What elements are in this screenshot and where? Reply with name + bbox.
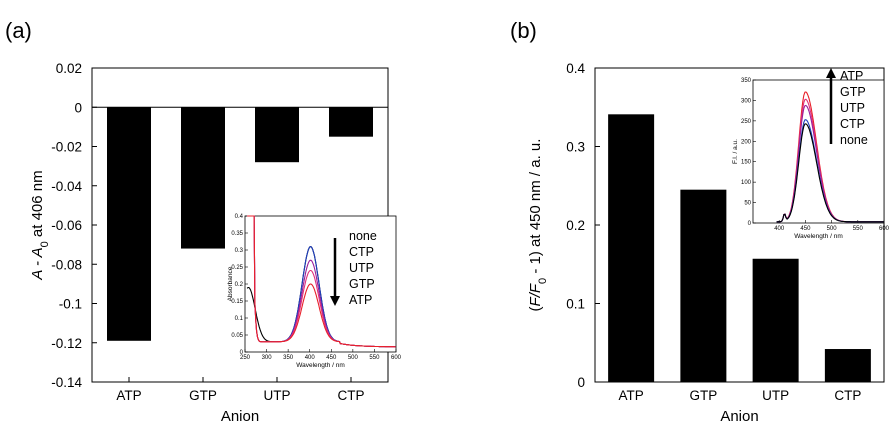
panel-a-axes: 0.02 0 -0.02 -0.04 -0.06 -0.08 -0.1 -0.12 -0.14 A… xyxy=(29,61,389,425)
inset-y-tick-label: 0.35 xyxy=(231,231,243,237)
y-axis-title: (F/F0 - 1) at 450 nm / a. u. xyxy=(527,139,549,312)
inset-x-tick-label: 400 xyxy=(305,355,316,361)
y-tick-label: -0.14 xyxy=(51,375,82,390)
inset-x-tick-label: 300 xyxy=(262,355,273,361)
y-tick-label: 0.3 xyxy=(566,140,585,155)
bar xyxy=(752,258,799,382)
inset-legend-label: none xyxy=(840,133,868,147)
inset-spectrum-line xyxy=(776,123,884,223)
y-tick-label: -0.1 xyxy=(59,297,82,312)
inset-y-tick-label: 0 xyxy=(748,221,752,227)
y-tick-label: -0.04 xyxy=(51,179,82,194)
bar xyxy=(181,107,225,249)
inset-y-tick-label: 150 xyxy=(741,160,752,166)
inset-frame xyxy=(244,215,397,353)
y-axis-title: A - A0 at 406 nm xyxy=(29,170,51,280)
x-tick-label: CTP xyxy=(834,388,861,403)
panel-a-bars xyxy=(107,107,373,341)
inset-x-axis-title: Wavelength / nm xyxy=(794,233,843,240)
panel-b-bars xyxy=(608,114,871,382)
x-tick-label: CTP xyxy=(338,388,365,403)
bar xyxy=(824,349,871,382)
x-tick-label: UTP xyxy=(264,388,291,403)
inset-y-axis-title: F.I. / a.u. xyxy=(732,139,739,164)
inset-x-tick-label: 500 xyxy=(348,355,359,361)
x-tick-label: ATP xyxy=(116,388,141,403)
inset-y-tick-label: 300 xyxy=(741,98,752,104)
inset-y-tick-label: 0.3 xyxy=(235,248,244,254)
inset-legend-label: ATP xyxy=(349,293,372,307)
inset-x-tick-label: 400 xyxy=(774,226,785,232)
panel-a-inset: 250 300 350 400 450 500 550 600 0 0.05 0.1 0.15 0.2 0… xyxy=(227,214,402,369)
inset-x-tick-label: 600 xyxy=(879,226,890,232)
x-tick-label: GTP xyxy=(689,388,717,403)
inset-y-tick-label: 350 xyxy=(741,78,752,84)
inset-y-tick-label: 0.05 xyxy=(231,333,243,339)
inset-y-tick-label: 0.1 xyxy=(235,316,244,322)
panel-b-label: (b) xyxy=(510,18,537,43)
legend-arrow-head xyxy=(826,68,836,78)
inset-legend-label: UTP xyxy=(349,261,374,275)
inset-legend-label: GTP xyxy=(349,277,375,291)
inset-legend-label: none xyxy=(349,229,377,243)
bar xyxy=(107,107,151,341)
inset-spectrum-line xyxy=(247,215,396,348)
bar xyxy=(255,107,299,163)
bar xyxy=(680,189,727,382)
inset-y-tick-label: 250 xyxy=(741,119,752,125)
inset-y-tick-label: 100 xyxy=(741,180,752,186)
panel-b: (b) 0 0.1 0.2 0.3 0.4 ATP GTP UTP CTP Anion (F/F0 … xyxy=(510,18,890,425)
inset-legend-label: CTP xyxy=(840,117,865,131)
bar xyxy=(608,114,655,382)
y-tick-label: -0.08 xyxy=(51,257,82,272)
y-tick-label: -0.06 xyxy=(51,218,82,233)
inset-x-tick-label: 450 xyxy=(800,226,811,232)
inset-legend-label: CTP xyxy=(349,245,374,259)
y-tick-label: 0.4 xyxy=(566,61,585,76)
x-tick-label: ATP xyxy=(618,388,643,403)
inset-x-axis-title: Wavelength / nm xyxy=(296,362,345,369)
inset-y-tick-label: 0.2 xyxy=(235,282,244,288)
inset-x-tick-label: 600 xyxy=(391,355,402,361)
x-axis-title: Anion xyxy=(720,408,758,425)
inset-legend-label: GTP xyxy=(840,85,866,99)
inset-x-tick-label: 550 xyxy=(853,226,864,232)
inset-y-tick-label: 0 xyxy=(240,350,244,356)
panel-a: (a) 0.02 0 -0.02 -0.04 -0.06 -0.08 -0.1 -0.12 -0… xyxy=(5,18,402,425)
y-tick-label: -0.12 xyxy=(51,336,82,351)
legend-arrow-head xyxy=(330,296,340,306)
y-tick-label: 0 xyxy=(577,375,585,390)
y-tick-label: 0 xyxy=(74,100,82,115)
inset-frame xyxy=(752,79,885,224)
inset-y-tick-label: 0.4 xyxy=(235,214,244,220)
panel-a-label: (a) xyxy=(5,18,32,43)
inset-y-tick-label: 0.25 xyxy=(231,265,243,271)
x-tick-label: UTP xyxy=(762,388,789,403)
x-tick-label: GTP xyxy=(189,388,217,403)
inset-x-tick-label: 500 xyxy=(827,226,838,232)
inset-legend-label: UTP xyxy=(840,101,865,115)
x-axis-title: Anion xyxy=(221,408,259,425)
inset-legend-label: ATP xyxy=(840,69,863,83)
inset-y-axis-title: Absorbance xyxy=(227,266,234,301)
inset-x-tick-label: 250 xyxy=(240,355,251,361)
panel-b-axes: 0 0.1 0.2 0.3 0.4 ATP GTP UTP CTP Anion (F/F0 - 1)… xyxy=(527,61,885,425)
y-tick-label: 0.1 xyxy=(566,297,585,312)
inset-y-tick-label: 50 xyxy=(744,201,751,207)
y-tick-label: 0.2 xyxy=(566,218,585,233)
inset-x-tick-label: 350 xyxy=(283,355,294,361)
inset-x-tick-label: 550 xyxy=(369,355,380,361)
inset-x-tick-label: 450 xyxy=(326,355,337,361)
inset-y-tick-label: 0.15 xyxy=(231,299,243,305)
bar xyxy=(329,107,373,137)
y-tick-label: -0.02 xyxy=(51,140,82,155)
inset-y-tick-label: 200 xyxy=(741,139,752,145)
y-tick-label: 0.02 xyxy=(56,61,82,76)
panel-b-inset: 400 450 500 550 600 0 50 100 150 200 250 300 350 Wave… xyxy=(732,68,890,240)
